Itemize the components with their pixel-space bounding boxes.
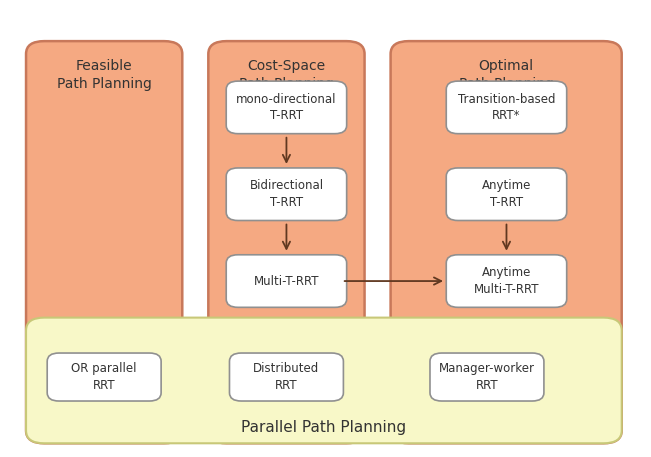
FancyBboxPatch shape bbox=[447, 255, 566, 307]
Text: mono-directional
T-RRT: mono-directional T-RRT bbox=[236, 93, 337, 122]
Text: Distributed
RRT: Distributed RRT bbox=[253, 362, 320, 392]
Text: Anytime
Multi-T-RRT: Anytime Multi-T-RRT bbox=[474, 266, 539, 296]
FancyBboxPatch shape bbox=[48, 353, 161, 401]
FancyBboxPatch shape bbox=[26, 41, 182, 443]
FancyBboxPatch shape bbox=[227, 168, 346, 221]
Text: Optimal
Path Planning: Optimal Path Planning bbox=[459, 59, 553, 91]
Text: Manager-worker
RRT: Manager-worker RRT bbox=[439, 362, 535, 392]
FancyBboxPatch shape bbox=[447, 168, 566, 221]
FancyBboxPatch shape bbox=[208, 41, 365, 443]
FancyBboxPatch shape bbox=[227, 81, 346, 134]
FancyBboxPatch shape bbox=[430, 353, 544, 401]
Text: Bidirectional
T-RRT: Bidirectional T-RRT bbox=[249, 180, 324, 209]
Text: OR parallel
RRT: OR parallel RRT bbox=[72, 362, 137, 392]
Text: Anytime
T-RRT: Anytime T-RRT bbox=[482, 180, 531, 209]
FancyBboxPatch shape bbox=[391, 41, 622, 443]
Text: Cost-Space
Path Planning: Cost-Space Path Planning bbox=[239, 59, 334, 91]
FancyBboxPatch shape bbox=[230, 353, 344, 401]
FancyBboxPatch shape bbox=[227, 255, 346, 307]
Text: Transition-based
RRT*: Transition-based RRT* bbox=[458, 93, 555, 122]
FancyBboxPatch shape bbox=[26, 318, 622, 443]
FancyBboxPatch shape bbox=[447, 81, 566, 134]
Text: Multi-T-RRT: Multi-T-RRT bbox=[254, 275, 319, 287]
Text: Feasible
Path Planning: Feasible Path Planning bbox=[57, 59, 152, 91]
Text: Parallel Path Planning: Parallel Path Planning bbox=[241, 420, 406, 435]
